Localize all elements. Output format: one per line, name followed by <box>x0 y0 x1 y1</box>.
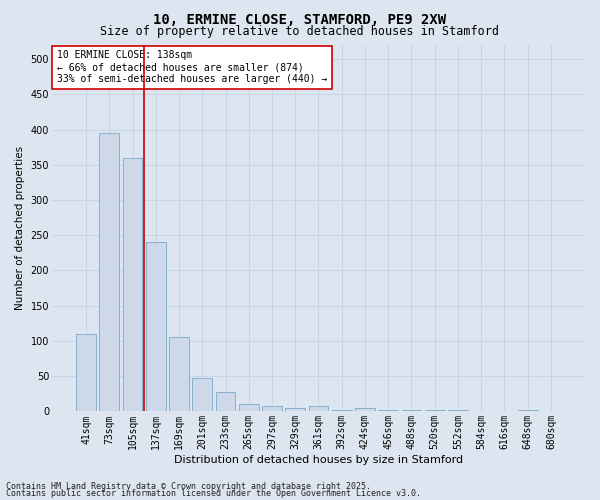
Bar <box>239 404 259 411</box>
Text: Contains HM Land Registry data © Crown copyright and database right 2025.: Contains HM Land Registry data © Crown c… <box>6 482 371 491</box>
Bar <box>193 378 212 412</box>
Bar <box>355 408 375 412</box>
Bar <box>262 406 282 411</box>
Y-axis label: Number of detached properties: Number of detached properties <box>15 146 25 310</box>
Text: Size of property relative to detached houses in Stamford: Size of property relative to detached ho… <box>101 25 499 38</box>
Bar <box>100 133 119 411</box>
Bar <box>448 410 468 412</box>
Bar <box>425 410 445 412</box>
Bar <box>286 408 305 412</box>
Bar <box>308 406 328 411</box>
Text: Contains public sector information licensed under the Open Government Licence v3: Contains public sector information licen… <box>6 489 421 498</box>
Bar <box>122 158 142 412</box>
Bar <box>332 410 352 412</box>
Text: 10, ERMINE CLOSE, STAMFORD, PE9 2XW: 10, ERMINE CLOSE, STAMFORD, PE9 2XW <box>154 12 446 26</box>
X-axis label: Distribution of detached houses by size in Stamford: Distribution of detached houses by size … <box>174 455 463 465</box>
Text: 10 ERMINE CLOSE: 138sqm
← 66% of detached houses are smaller (874)
33% of semi-d: 10 ERMINE CLOSE: 138sqm ← 66% of detache… <box>57 50 328 84</box>
Bar <box>518 410 538 412</box>
Bar <box>146 242 166 412</box>
Bar <box>215 392 235 411</box>
Bar <box>169 338 189 411</box>
Bar <box>379 410 398 412</box>
Bar <box>401 410 421 412</box>
Bar <box>76 334 96 411</box>
